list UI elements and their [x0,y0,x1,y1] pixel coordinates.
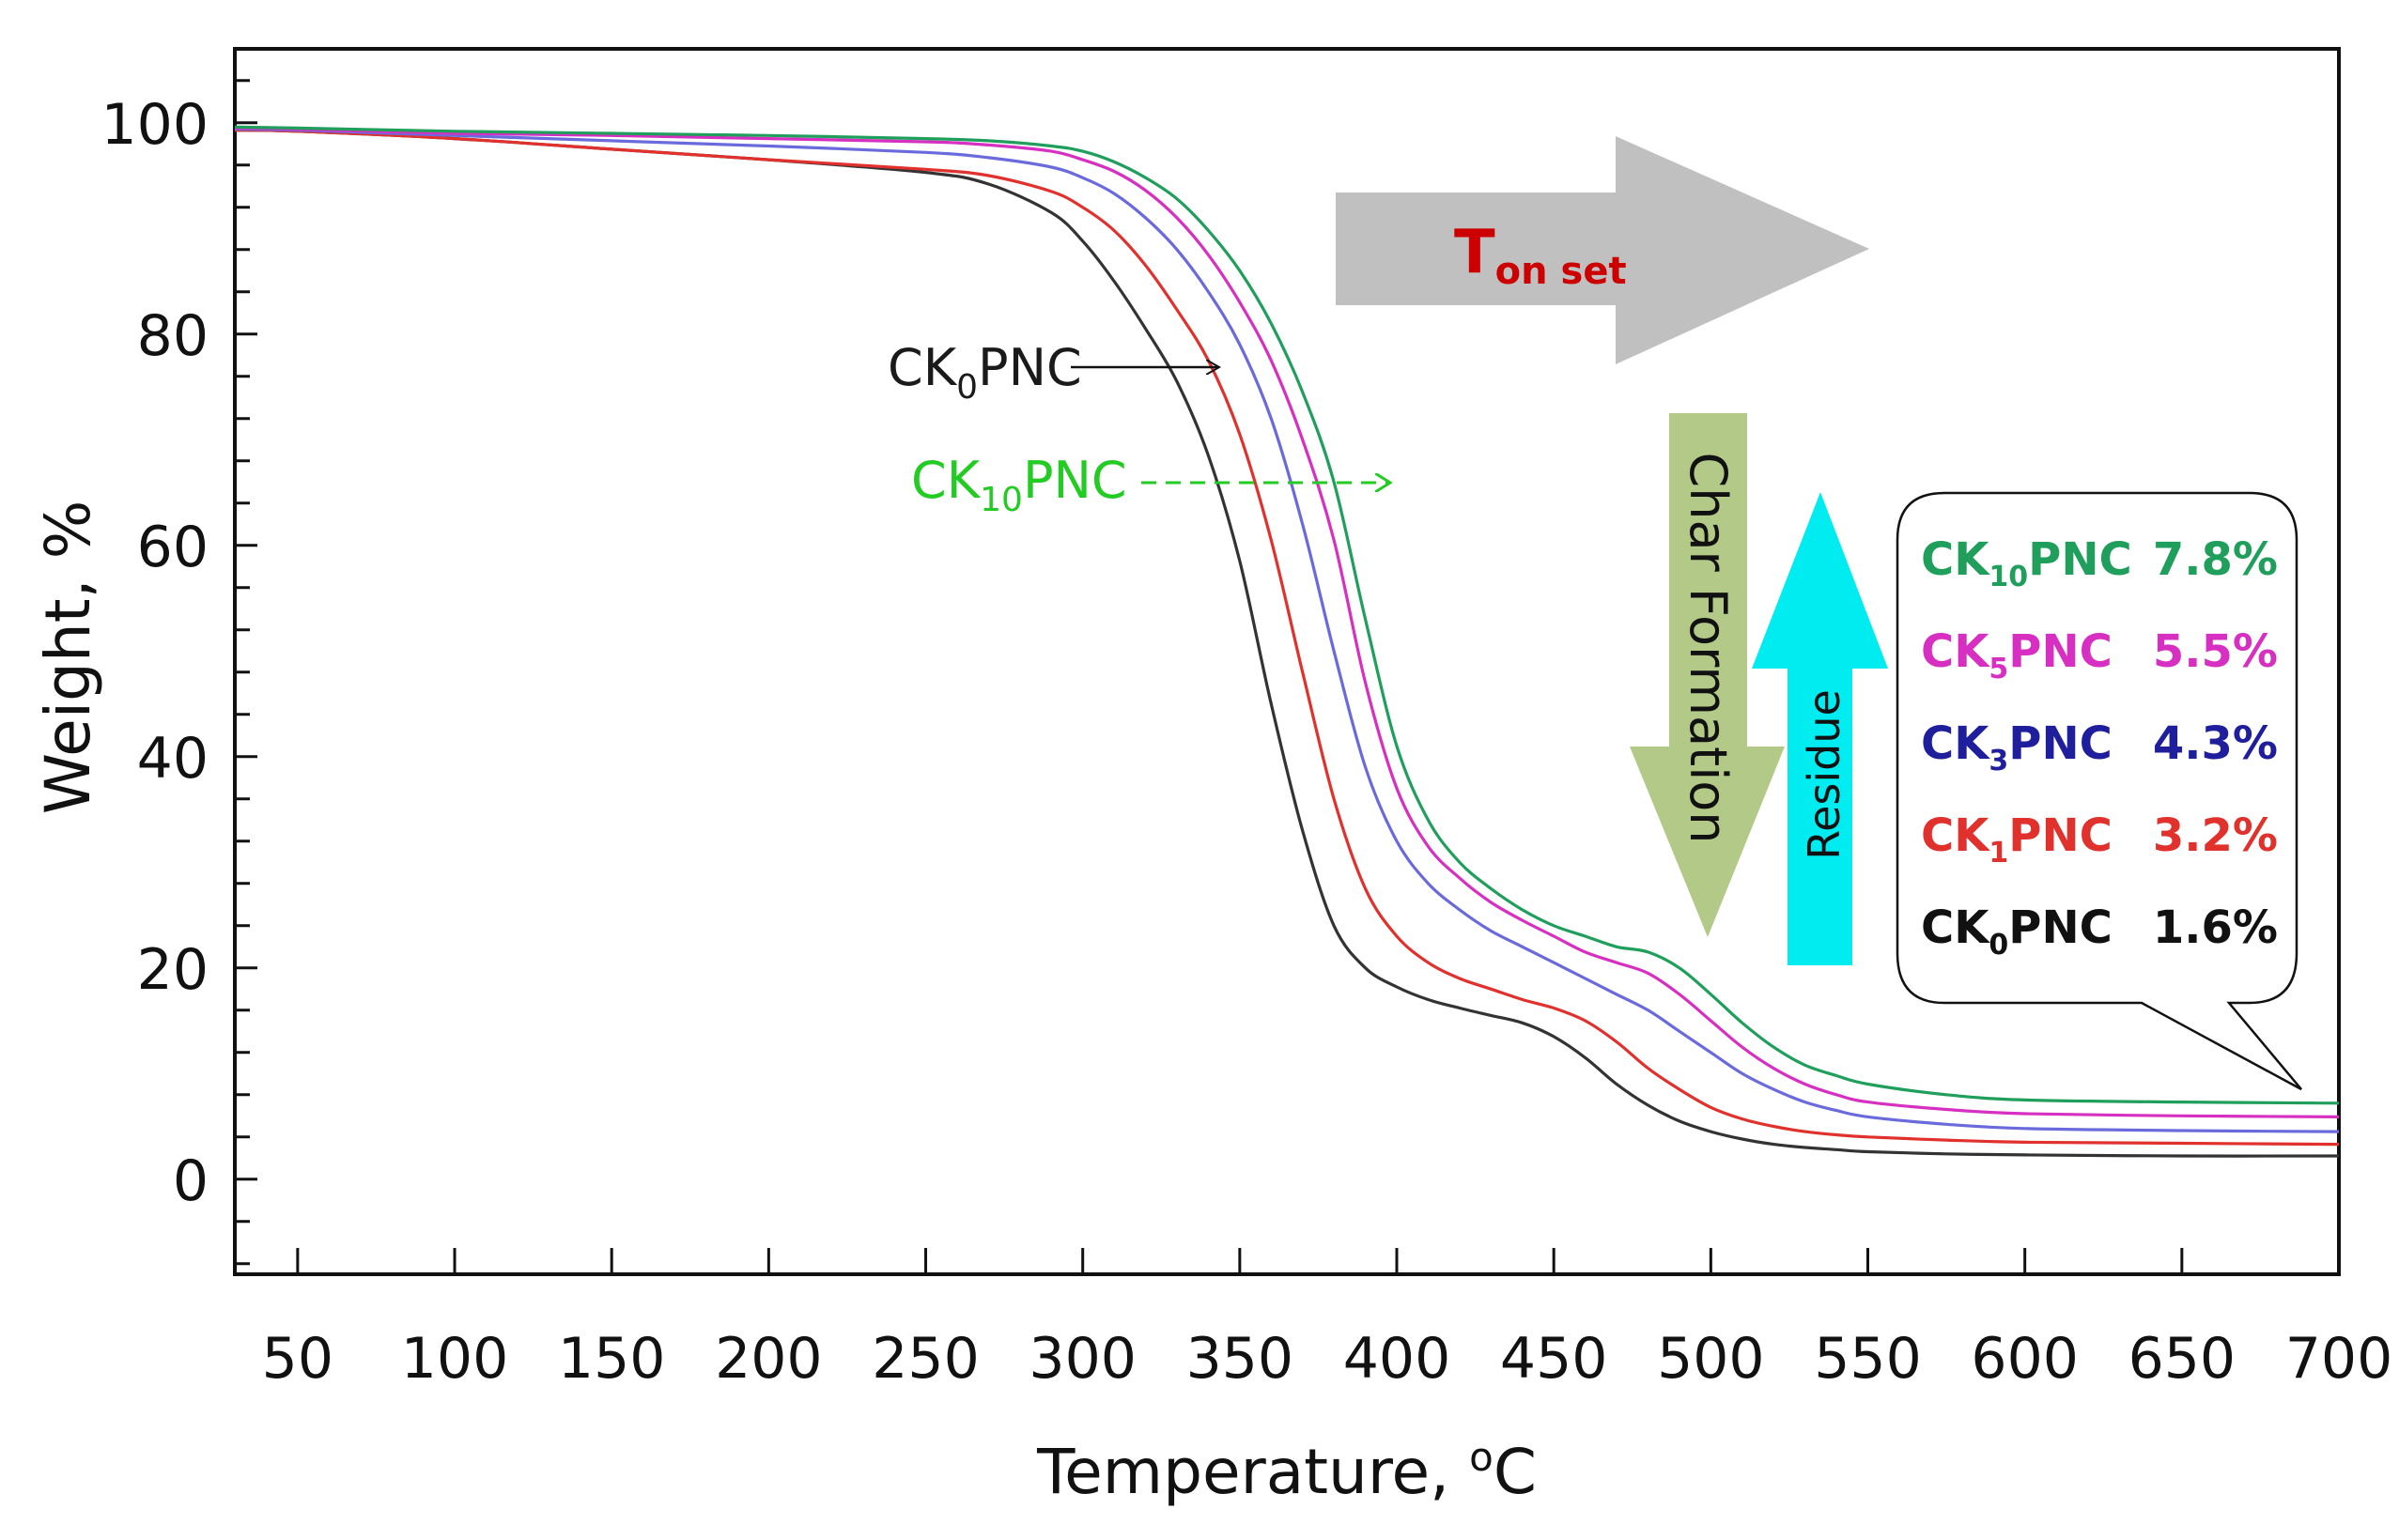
legend-entry-value: 3.2% [2153,809,2278,862]
x-tick-label: 450 [1500,1326,1608,1392]
x-tick-label: 550 [1814,1326,1922,1392]
series-line-ck0pnc [234,129,2340,1158]
legend-box [1896,491,2302,1091]
x-tick-label: 500 [1657,1326,1765,1392]
y-tick-label: 80 [137,303,209,369]
x-tick-label: 100 [401,1326,509,1392]
char-formation-arrow-shape [1630,413,1785,937]
axis-ticks: 50 100 150 200 250 300 350 400 450 500 550 600 650 70… [101,79,2393,1392]
series-line-ck3pnc [234,127,2340,1133]
legend-entries: CK10PNC 7.8% CK5PNC 5.5% CK3PNC 4.3% CK1PNC 3.2… [1921,533,2278,962]
y-tick-label: 60 [137,515,209,580]
legend-entry-label: CK0PNC [1921,901,2113,962]
legend-entry-label: CK3PNC [1921,717,2113,778]
x-tick-label: 400 [1343,1326,1451,1392]
x-tick-label: 250 [872,1326,980,1392]
y-axis-title: Weight, % [32,500,104,815]
y-tick-label: 40 [137,726,209,792]
series-layer [234,125,2340,1158]
onset-arrow: Ton set [1336,136,1869,364]
ck10-callout-label: CK10PNC [911,451,1127,519]
x-tick-label: 600 [1971,1326,2079,1392]
x-tick-label: 700 [2285,1326,2393,1392]
residue-arrow: Residue [1752,492,1888,965]
legend-entry-label: CK10PNC [1921,533,2132,593]
legend-entry-label: CK5PNC [1921,625,2113,685]
legend-entry-value: 7.8% [2153,533,2278,586]
y-tick-label: 100 [101,92,209,158]
ck0-callout-label: CK0PNC [888,338,1082,407]
residue-arrow-shape [1752,492,1888,965]
x-tick-label: 350 [1186,1326,1294,1392]
x-tick-label: 650 [2128,1326,2236,1392]
legend-entry-value: 4.3% [2153,717,2278,770]
x-tick-label: 150 [558,1326,666,1392]
x-tick-label: 300 [1029,1326,1137,1392]
y-tick-label: 20 [137,937,209,1003]
x-tick-label: 200 [715,1326,823,1392]
legend-entry-value: 5.5% [2153,625,2278,678]
x-tick-label: 50 [262,1326,333,1392]
y-tick-label: 0 [173,1148,209,1214]
series-line-ck1pnc [234,129,2340,1147]
onset-label: Ton set [1454,218,1627,293]
legend-callout: CK10PNC 7.8% CK5PNC 5.5% CK3PNC 4.3% CK1PNC 3.2… [1896,491,2302,1091]
onset-arrow-shape [1336,136,1869,364]
x-axis-title: Temperature, oC [1036,1434,1537,1508]
ck0-callout: CK0PNC [888,338,1219,407]
legend-entry-label: CK1PNC [1921,809,2113,870]
legend-entry-value: 1.6% [2153,901,2278,954]
char-formation-arrow: Char Formation [1630,413,1785,937]
char-formation-label: Char Formation [1679,453,1738,844]
residue-label: Residue [1799,689,1850,860]
ck10-callout: CK10PNC [911,451,1390,519]
series-line-ck5pnc [234,126,2340,1118]
series-line-ck10pnc [234,125,2340,1105]
